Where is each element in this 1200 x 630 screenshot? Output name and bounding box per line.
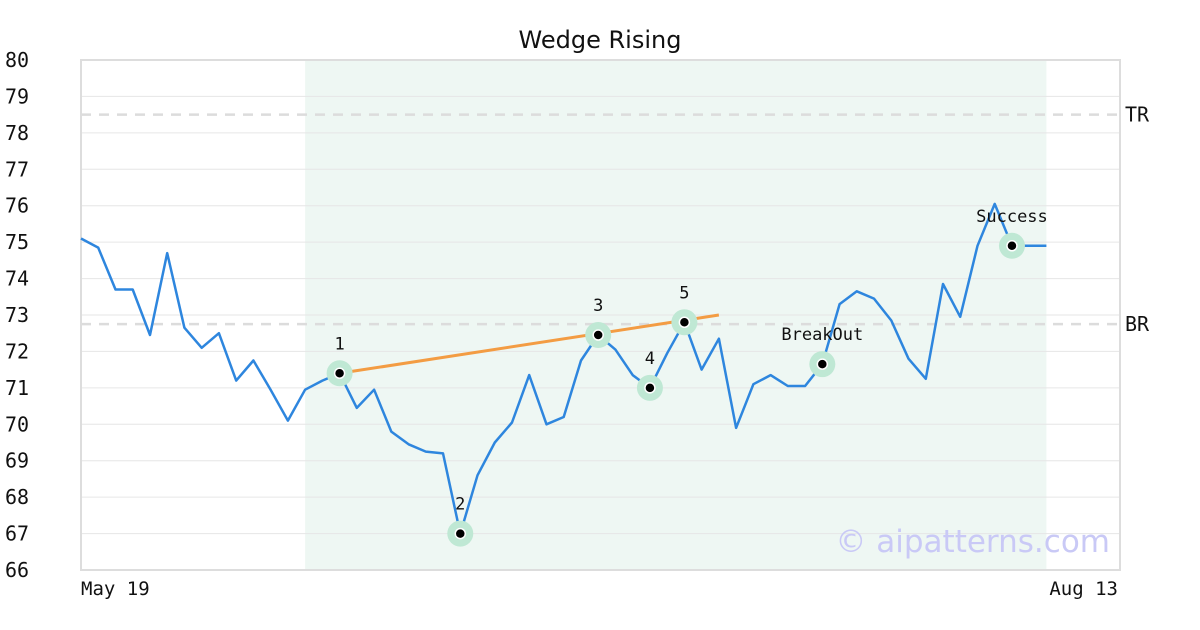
y-tick-label: 66: [5, 558, 29, 582]
y-tick-label: 77: [5, 157, 29, 181]
pattern-point-marker: [454, 527, 467, 540]
pattern-point-label: Success: [976, 207, 1048, 227]
price-series-line: [80, 202, 1047, 535]
pattern-points: 1 2 3 4 5 BreakOut Success: [326, 207, 1048, 547]
x-axis-ticks: May 19 Aug 13: [81, 578, 1118, 600]
horizontal-levels: TR BR: [81, 103, 1150, 336]
pattern-point-label: 5: [679, 283, 689, 303]
y-tick-label: 74: [5, 267, 29, 291]
pattern-point-label: 4: [645, 349, 655, 369]
y-tick-label: 76: [5, 194, 29, 218]
y-tick-label: 73: [5, 303, 29, 327]
y-tick-label: 68: [5, 485, 29, 509]
pattern-point-marker: [333, 367, 346, 380]
pattern-point-label: BreakOut: [781, 325, 863, 345]
level-label-br: BR: [1125, 312, 1150, 336]
gridlines: [81, 59, 1120, 571]
pattern-point-label: 2: [455, 495, 465, 515]
chart-title: Wedge Rising: [519, 26, 682, 54]
pattern-point-marker: [644, 382, 656, 394]
y-axis-ticks: 66 67 68 69 70 71 72 73 74 75 76 77 78 79 80: [5, 48, 29, 582]
y-tick-label: 75: [5, 230, 29, 254]
y-tick-label: 69: [5, 449, 29, 473]
y-tick-label: 70: [5, 412, 29, 436]
y-tick-label: 71: [5, 376, 29, 400]
y-tick-label: 67: [5, 522, 29, 546]
pattern-point-marker: [592, 329, 604, 341]
pattern-point-marker: [678, 316, 691, 329]
level-label-tr: TR: [1125, 103, 1150, 127]
y-tick-label: 80: [5, 48, 29, 72]
watermark: © aipatterns.com: [835, 524, 1110, 560]
pattern-point-label: 1: [334, 334, 344, 354]
y-tick-label: 72: [5, 339, 29, 363]
wedge-trendline: [339, 313, 720, 375]
pattern-point-marker: [816, 358, 829, 370]
x-tick-label: May 19: [81, 578, 150, 600]
pattern-point-label: 3: [593, 296, 603, 316]
x-tick-label: Aug 13: [1049, 578, 1118, 600]
pattern-point-marker: [1006, 240, 1018, 252]
y-tick-label: 78: [5, 121, 29, 145]
plot-frame: [80, 59, 1121, 571]
y-tick-label: 79: [5, 84, 29, 108]
